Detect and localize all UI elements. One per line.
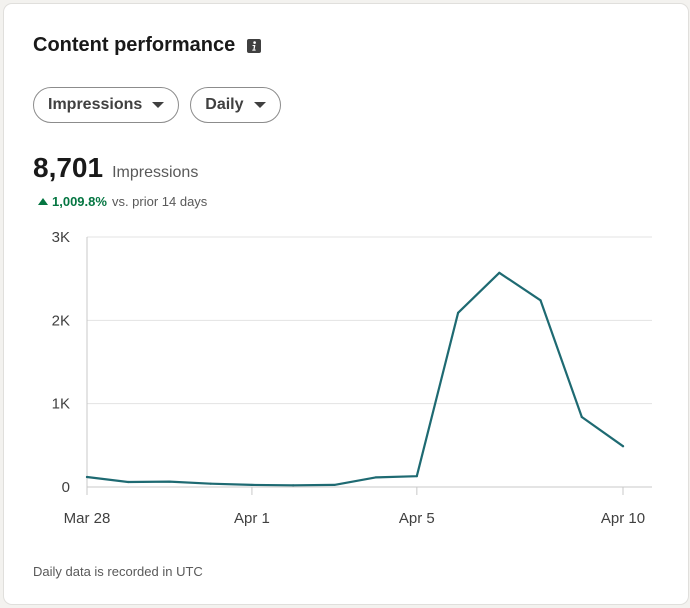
y-tick-label: 3K — [52, 229, 70, 246]
content-performance-card: Content performance Impressions Daily 8,… — [4, 4, 688, 604]
interval-dropdown[interactable]: Daily — [190, 87, 281, 123]
card-title: Content performance — [33, 34, 236, 56]
change-indicator: 1,009.8% vs. prior 14 days — [38, 194, 207, 209]
data-point — [580, 415, 583, 419]
data-point — [168, 480, 171, 483]
x-tick-label: Apr 1 — [234, 510, 270, 527]
interval-dropdown-label: Daily — [205, 96, 244, 113]
footnote: Daily data is recorded in UTC — [33, 564, 203, 579]
change-label: vs. prior 14 days — [111, 194, 208, 209]
y-tick-label: 0 — [62, 479, 70, 496]
filter-bar: Impressions Daily — [33, 87, 281, 123]
x-tick-label: Mar 28 — [64, 510, 111, 527]
summary-metric: 8,701 Impressions — [33, 152, 198, 184]
data-point — [374, 476, 377, 479]
x-tick-label: Apr 5 — [399, 510, 435, 527]
summary-label: Impressions — [112, 164, 199, 181]
impressions-line-chart: 0 1K 2K 3K Mar 28 Apr 1 Apr 5 Apr 10 — [52, 229, 652, 527]
data-point — [539, 299, 542, 302]
caret-down-icon — [253, 102, 266, 108]
metric-dropdown[interactable]: Impressions — [33, 87, 180, 123]
data-point — [621, 445, 625, 448]
series-line-impressions — [85, 271, 625, 487]
data-point — [333, 483, 336, 487]
data-point — [127, 480, 130, 484]
y-tick-label: 2K — [52, 312, 70, 329]
data-point — [292, 484, 295, 487]
title-row: Content performance — [33, 34, 262, 57]
data-point — [250, 483, 254, 487]
info-icon[interactable] — [247, 38, 262, 53]
data-point — [85, 475, 89, 479]
x-tick-label: Apr 10 — [601, 510, 645, 527]
caret-down-icon — [152, 102, 165, 108]
summary-value: 8,701 — [33, 152, 104, 183]
data-point — [209, 482, 212, 485]
metric-dropdown-label: Impressions — [48, 96, 143, 113]
triangle-up-icon — [38, 198, 48, 205]
data-point — [456, 311, 460, 314]
change-value: 1,009.8% — [52, 194, 107, 209]
y-tick-label: 1K — [52, 396, 70, 413]
data-point — [415, 475, 418, 478]
data-point — [498, 271, 501, 274]
